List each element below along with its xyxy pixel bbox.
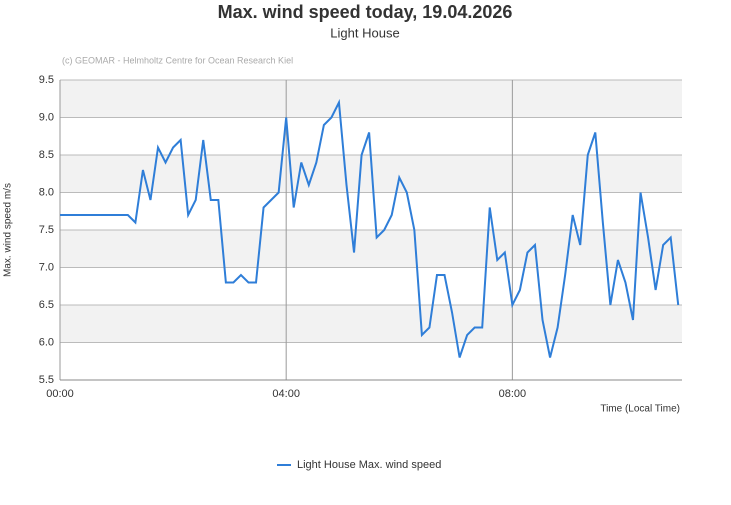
plot-band	[60, 230, 682, 268]
credit: (c) GEOMAR - Helmholtz Centre for Ocean …	[62, 55, 293, 65]
y-axis-label: Max. wind speed m/s	[3, 183, 14, 277]
y-tick-label: 8.5	[39, 149, 54, 161]
y-tick-label: 7.0	[39, 261, 54, 273]
plot-band	[60, 305, 682, 343]
y-tick-label: 6.5	[39, 299, 54, 311]
y-tick-label: 7.5	[39, 224, 54, 236]
plot-bands	[60, 80, 682, 343]
series-line	[60, 98, 680, 358]
chart-subtitle: Light House	[330, 25, 399, 40]
chart-title: Max. wind speed today, 19.04.2026	[218, 2, 513, 22]
legend-label: Light House Max. wind speed	[297, 459, 441, 471]
x-tick-label: 00:00	[46, 388, 74, 400]
plot-band	[60, 80, 682, 118]
x-tick-label: 04:00	[272, 388, 300, 400]
y-tick-label: 9.0	[39, 111, 54, 123]
y-tick-label: 8.0	[39, 186, 54, 198]
y-tick-label: 9.5	[39, 74, 54, 86]
y-tick-label: 6.0	[39, 336, 54, 348]
x-tick-label: 08:00	[499, 388, 527, 400]
y-tick-label: 5.5	[39, 374, 54, 386]
x-axis-label: Time (Local Time)	[600, 404, 680, 415]
